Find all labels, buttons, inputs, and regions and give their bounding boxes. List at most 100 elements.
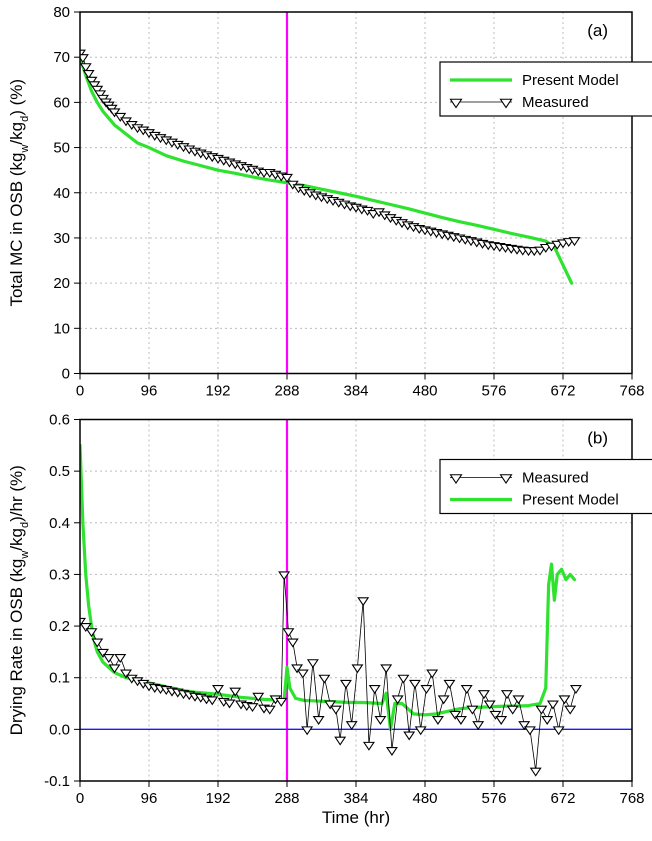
measured-marker (479, 691, 489, 698)
measured-marker (398, 675, 408, 682)
ytick-label: 0.3 (49, 566, 70, 583)
xtick-label: 768 (619, 790, 644, 807)
ytick-label: 0.4 (49, 515, 70, 532)
ytick-label: 80 (53, 4, 70, 21)
legend: Present Model Measured (440, 62, 652, 116)
measured-marker (531, 768, 541, 775)
measured-marker (416, 727, 426, 734)
measured-marker (404, 732, 414, 739)
measured-marker (115, 655, 125, 662)
measured-marker (508, 706, 518, 713)
measured-markers (75, 572, 581, 776)
ytick-label: 70 (53, 49, 70, 66)
xtick-label: 0 (76, 383, 84, 400)
chart-svg: 0 10 20 30 40 50 60 70 80 0 96 192 288 384 480 576 672 76… (0, 0, 652, 841)
ytick-label: 0.6 (49, 412, 70, 429)
measured-marker (104, 655, 114, 662)
measured-marker (433, 717, 443, 724)
xtick-label: 576 (481, 790, 506, 807)
measured-marker (387, 748, 397, 755)
measured-marker (352, 665, 362, 672)
xtick-label: 384 (343, 790, 368, 807)
measured-marker (308, 660, 318, 667)
measured-marker (513, 696, 523, 703)
xtick-label: 480 (412, 383, 437, 400)
xlabel: Time (hr) (322, 808, 390, 827)
measured-marker (439, 696, 449, 703)
measured-marker (288, 639, 298, 646)
ytick-label: 40 (53, 185, 70, 202)
legend-label: Present Model (522, 72, 619, 89)
panel-a: 0 10 20 30 40 50 60 70 80 0 96 192 288 384 480 576 672 76… (7, 4, 652, 400)
measured-marker (358, 598, 368, 605)
ytick-label: 0 (62, 366, 70, 383)
xtick-label: 384 (343, 383, 368, 400)
measured-marker (548, 701, 558, 708)
measured-marker (314, 717, 324, 724)
xtick-label: 96 (141, 383, 158, 400)
xtick-label: 288 (274, 790, 299, 807)
measured-marker (370, 686, 380, 693)
measured-marker (335, 737, 345, 744)
measured-marker (375, 717, 385, 724)
xtick-label: 288 (274, 383, 299, 400)
xtick-label: 192 (205, 383, 230, 400)
measured-marker (302, 727, 312, 734)
measured-marker (347, 722, 357, 729)
measured-marker (496, 717, 506, 724)
ytick-label: 0.5 (49, 463, 70, 480)
measured-marker (213, 686, 223, 693)
xtick-label: 672 (550, 383, 575, 400)
measured-marker (225, 700, 235, 707)
legend: Measured Present Model (440, 460, 652, 514)
measured-marker (444, 680, 454, 687)
panel-tag: (a) (587, 21, 608, 40)
ylabel: Drying Rate in OSB (kgw/kgd)/hr (%) (7, 465, 31, 735)
measured-marker (298, 670, 308, 677)
measured-marker (341, 680, 351, 687)
ytick-label: 10 (53, 320, 70, 337)
measured-marker (276, 698, 286, 705)
xtick-label: 0 (76, 790, 84, 807)
measured-marker (319, 675, 329, 682)
xtick-label: 672 (550, 790, 575, 807)
ylabel: Total MC in OSB (kgw/kgd) (%) (7, 79, 31, 307)
measured-marker (283, 629, 293, 636)
ytick-label: 0.2 (49, 618, 70, 635)
measured-marker (536, 706, 546, 713)
panel-b: -0.10.00.10.20.30.40.50.6096192288384480… (7, 412, 652, 808)
measured-marker (87, 629, 97, 636)
measured-marker (467, 706, 477, 713)
xtick-label: 192 (205, 790, 230, 807)
xtick-label: 768 (619, 383, 644, 400)
measured-marker (473, 722, 483, 729)
measured-marker (230, 688, 240, 695)
ytick-label: 20 (53, 275, 70, 292)
xtick-label: 576 (481, 383, 506, 400)
legend-label: Measured (522, 94, 589, 111)
panel-tag: (b) (587, 429, 608, 448)
ytick-label: 60 (53, 94, 70, 111)
measured-marker (331, 706, 341, 713)
measured-marker (421, 686, 431, 693)
ytick-label: 50 (53, 140, 70, 157)
ytick-label: 30 (53, 230, 70, 247)
measured-marker (542, 717, 552, 724)
measured-marker (554, 727, 564, 734)
measured-marker (456, 717, 466, 724)
measured-marker (427, 670, 437, 677)
ytick-label: 0.0 (49, 721, 70, 738)
legend-label: Present Model (522, 492, 619, 509)
measured-marker (502, 691, 512, 698)
figure: 0 10 20 30 40 50 60 70 80 0 96 192 288 384 480 576 672 76… (0, 0, 652, 841)
measured-marker (410, 680, 420, 687)
legend-label: Measured (522, 470, 589, 487)
xtick-label: 480 (412, 790, 437, 807)
measured-marker (559, 696, 569, 703)
measured-marker (364, 742, 374, 749)
measured-marker (525, 727, 535, 734)
ytick-label: -0.1 (44, 773, 70, 790)
measured-line (80, 574, 576, 770)
measured-marker (571, 686, 581, 693)
ytick-label: 0.1 (49, 670, 70, 687)
